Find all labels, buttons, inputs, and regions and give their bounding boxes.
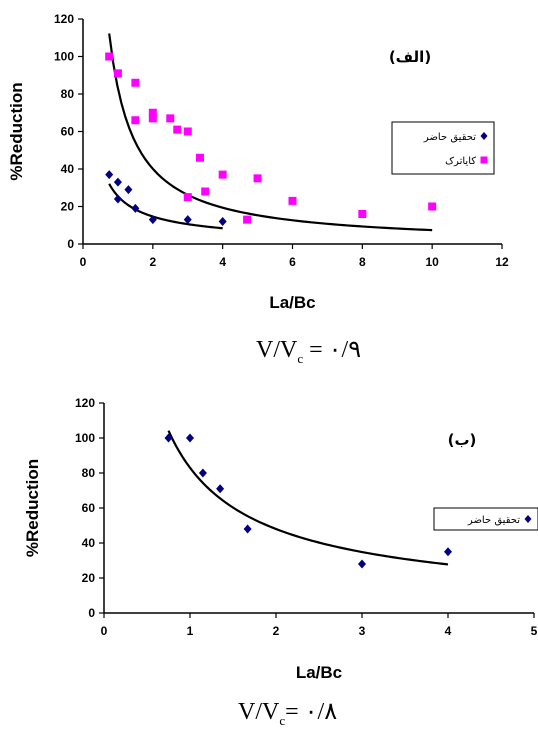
data-point-series-1: [148, 215, 157, 225]
y-axis-label: %Reduction: [23, 459, 42, 557]
data-point-series-1: [113, 177, 122, 187]
x-tick-label: 0: [80, 255, 87, 269]
data-point-series-1: [183, 215, 192, 225]
panel-label: (الف): [389, 48, 431, 66]
data-point-series-2: [166, 114, 175, 123]
y-tick-label: 80: [61, 87, 75, 101]
data-point-series-1: [218, 217, 227, 226]
data-point-series-1: [198, 468, 207, 478]
data-point-series-2: [428, 202, 437, 211]
x-tick-label: 10: [425, 255, 439, 269]
data-point-series-2: [218, 170, 227, 179]
trendline-1: [167, 430, 449, 566]
y-axis-label: %Reduction: [7, 82, 26, 180]
y-tick-label: 60: [82, 501, 96, 515]
y-tick-label: 60: [61, 125, 75, 139]
data-point-series-2: [195, 153, 204, 162]
y-tick-label: 120: [75, 396, 95, 410]
y-tick-label: 120: [54, 12, 74, 26]
y-tick-label: 20: [61, 200, 75, 214]
data-point-series-2: [358, 210, 367, 218]
data-point-series-1: [105, 170, 114, 180]
chart-top: 0 2 4 6 8 10 12020406080100120La/Bc%Reduction(…: [7, 12, 509, 312]
x-axis-label: La/Bc: [296, 663, 342, 682]
trendline-2: [108, 33, 433, 232]
data-point-series-1: [444, 547, 452, 557]
data-point-series-1: [124, 185, 133, 195]
legend-entry: کایاترک: [445, 156, 476, 167]
data-point-series-1: [358, 559, 366, 569]
data-point-series-2: [148, 114, 157, 123]
caption-top: V/Vc = ۰/۹: [256, 337, 362, 366]
data-point-series-1: [164, 433, 173, 443]
data-point-series-2: [131, 116, 140, 125]
y-tick-label: 100: [54, 50, 74, 64]
x-tick-label: 1: [187, 624, 194, 638]
data-point-series-2: [183, 193, 192, 202]
x-axis-label: La/Bc: [269, 293, 315, 312]
y-tick-label: 20: [82, 571, 96, 585]
data-point-series-1: [243, 524, 252, 534]
data-point-series-1: [186, 433, 194, 443]
data-point-series-1: [216, 484, 225, 494]
data-point-series-2: [148, 108, 157, 117]
legend-marker: [480, 132, 488, 140]
y-tick-label: 100: [75, 431, 95, 445]
x-tick-label: 0: [101, 624, 108, 638]
data-point-series-2: [131, 78, 140, 87]
y-tick-label: 40: [61, 162, 75, 176]
x-tick-label: 6: [289, 255, 296, 269]
data-point-series-2: [288, 196, 297, 205]
x-tick-label: 8: [359, 255, 366, 269]
x-tick-label: 2: [149, 255, 156, 269]
y-tick-label: 80: [82, 466, 96, 480]
trendline-1: [108, 183, 223, 230]
panel-label: (ب): [448, 431, 477, 449]
legend-box: [391, 121, 495, 175]
legend-marker: [480, 156, 488, 164]
y-tick-label: 0: [88, 606, 95, 620]
x-tick-label: 3: [359, 624, 366, 638]
data-point-series-1: [131, 203, 140, 213]
x-tick-label: 12: [495, 255, 509, 269]
data-point-series-1: [113, 194, 122, 204]
data-point-series-2: [201, 187, 210, 196]
legend-marker: [524, 515, 532, 523]
data-point-series-2: [173, 125, 182, 134]
legend-box: [433, 507, 538, 531]
data-point-series-2: [183, 127, 192, 136]
caption-bottom: V/Vc= ۰/۸: [238, 699, 338, 728]
data-point-series-2: [253, 174, 262, 183]
y-tick-label: 0: [67, 237, 74, 251]
x-tick-label: 2: [273, 624, 280, 638]
data-point-series-2: [113, 69, 122, 78]
x-tick-label: 4: [219, 255, 226, 269]
y-tick-label: 40: [82, 536, 96, 550]
legend-entry: تحقیق حاضر: [423, 132, 476, 143]
data-point-series-2: [105, 52, 114, 61]
x-tick-label: 4: [445, 624, 452, 638]
data-point-series-2: [243, 215, 252, 224]
legend-entry: تحقیق حاضر: [467, 515, 520, 526]
x-tick-label: 5: [531, 624, 538, 638]
